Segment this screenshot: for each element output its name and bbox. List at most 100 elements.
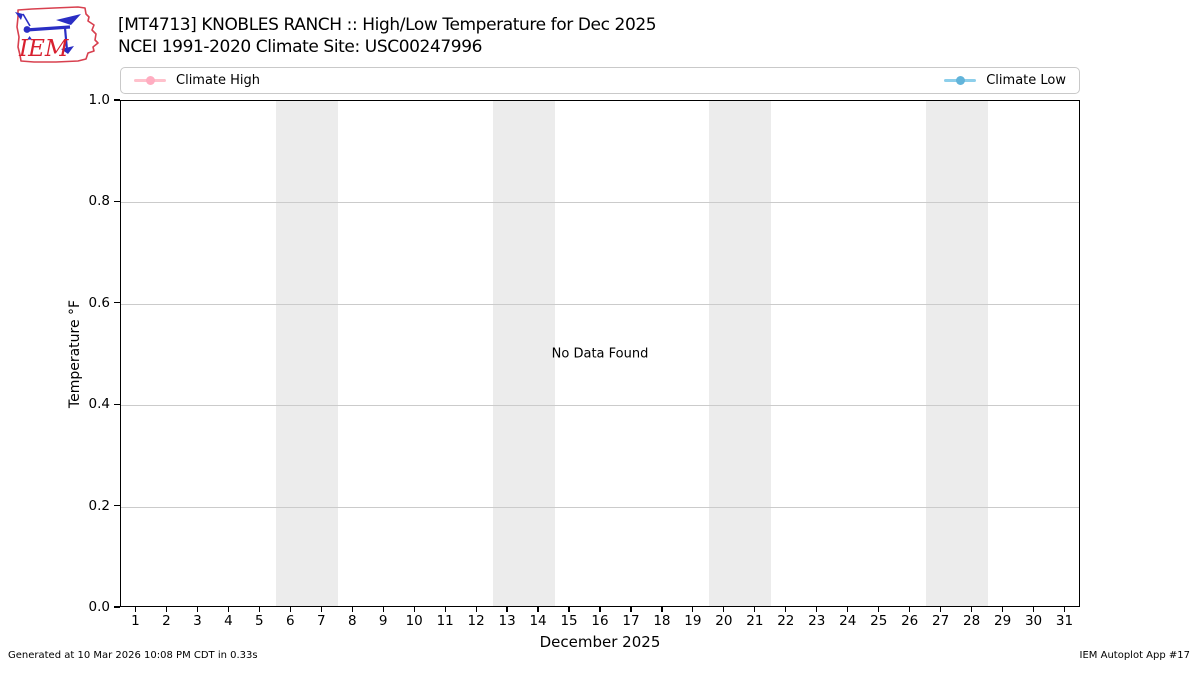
- x-tick-mark: [1032, 607, 1035, 612]
- x-tick-mark: [258, 607, 260, 612]
- x-tick-label: 8: [347, 613, 357, 629]
- y-axis-title: Temperature °F: [67, 299, 83, 409]
- x-tick-mark: [134, 607, 137, 612]
- x-tick-mark: [351, 607, 353, 612]
- chart-title: [MT4713] KNOBLES RANCH :: High/Low Tempe…: [118, 15, 657, 35]
- x-tick-mark: [568, 607, 570, 612]
- y-tick-label: 0.4: [88, 396, 110, 413]
- x-tick-label: 15: [560, 613, 578, 629]
- y-tick-label: 0.6: [88, 294, 110, 311]
- x-tick-mark: [444, 607, 446, 612]
- legend-label-climate-low: Climate Low: [986, 73, 1066, 88]
- y-tick-mark: [114, 200, 120, 202]
- x-tick-mark: [599, 607, 601, 612]
- x-tick-mark: [661, 607, 663, 612]
- x-tick-mark: [196, 607, 198, 612]
- climate-high-marker-icon: [134, 76, 166, 85]
- climate-low-dot-icon: [955, 76, 965, 85]
- iem-logo: IEM: [8, 3, 108, 69]
- x-tick-mark: [692, 607, 694, 612]
- x-tick-mark: [475, 607, 477, 612]
- x-tick-mark: [909, 607, 911, 612]
- x-tick-mark: [289, 607, 291, 612]
- x-tick-mark: [1001, 607, 1004, 612]
- x-tick-label: 26: [901, 613, 919, 629]
- x-tick-label: 1: [131, 613, 140, 629]
- x-tick-label: 16: [591, 613, 609, 629]
- x-tick-label: 2: [162, 613, 171, 629]
- x-tick-label: 5: [255, 613, 264, 629]
- y-tick-mark: [114, 505, 120, 507]
- gridline: [121, 202, 1079, 204]
- weekend-band: [275, 101, 338, 606]
- x-tick-label: 27: [932, 613, 950, 629]
- x-tick-label: 7: [316, 613, 326, 629]
- y-tick-mark: [114, 302, 120, 304]
- x-tick-label: 19: [684, 613, 702, 629]
- x-tick-mark: [165, 607, 168, 612]
- y-tick-mark: [114, 403, 120, 405]
- x-tick-mark: [723, 607, 725, 612]
- x-tick-label: 6: [286, 613, 295, 629]
- gridline: [121, 506, 1079, 508]
- gridline: [121, 303, 1079, 305]
- x-tick-label: 31: [1055, 613, 1074, 629]
- x-tick-label: 23: [808, 613, 826, 629]
- x-tick-label: 25: [870, 613, 888, 629]
- weekend-band: [709, 101, 772, 606]
- x-tick-label: 12: [467, 613, 485, 629]
- logo-text: IEM: [18, 36, 70, 62]
- x-tick-mark: [320, 607, 322, 612]
- x-tick-mark: [506, 607, 508, 612]
- x-tick-mark: [971, 607, 973, 612]
- weather-vane-icon: [15, 12, 81, 54]
- plot-area: No Data Found: [120, 100, 1080, 607]
- climate-low-marker-icon: [944, 76, 977, 85]
- y-tick-label: 0.0: [88, 599, 110, 615]
- iowa-outline-icon: IEM: [15, 6, 99, 63]
- x-tick-mark: [754, 607, 756, 612]
- x-tick-mark: [847, 607, 849, 612]
- y-tick-label: 0.2: [88, 497, 110, 514]
- x-tick-mark: [382, 607, 384, 612]
- y-tick-label: 0.8: [88, 193, 110, 210]
- x-tick-mark: [785, 607, 787, 612]
- x-tick-label: 21: [746, 613, 764, 629]
- x-tick-label: 14: [529, 613, 547, 629]
- x-tick-mark: [816, 607, 818, 612]
- x-tick-mark: [878, 607, 880, 612]
- x-tick-label: 4: [224, 613, 233, 629]
- y-tick-label: 1.0: [88, 92, 110, 108]
- legend-label-climate-high: Climate High: [176, 73, 261, 88]
- app-id-text: IEM Autoplot App #17: [1079, 650, 1190, 661]
- chart-legend: Climate High Climate Low: [120, 67, 1080, 94]
- x-tick-label: 18: [653, 613, 671, 629]
- x-tick-label: 30: [1024, 613, 1043, 629]
- chart-header: [MT4713] KNOBLES RANCH :: High/Low Tempe…: [118, 14, 657, 58]
- weekend-band: [926, 101, 989, 606]
- x-tick-label: 17: [622, 613, 640, 629]
- chart-subtitle: NCEI 1991-2020 Climate Site: USC00247996: [118, 37, 483, 57]
- x-tick-label: 3: [193, 613, 202, 629]
- x-tick-mark: [537, 607, 539, 612]
- climate-high-dot-icon: [145, 76, 155, 85]
- x-tick-label: 10: [405, 613, 423, 629]
- x-tick-label: 28: [963, 613, 981, 629]
- x-tick-mark: [227, 607, 229, 612]
- x-tick-label: 9: [378, 613, 388, 629]
- x-tick-label: 29: [993, 613, 1012, 629]
- generated-at-text: Generated at 10 Mar 2026 10:08 PM CDT in…: [8, 650, 258, 661]
- x-tick-label: 22: [777, 613, 795, 629]
- no-data-message: No Data Found: [551, 346, 649, 361]
- x-tick-label: 13: [498, 613, 516, 629]
- y-tick-mark: [114, 99, 120, 101]
- x-tick-mark: [1063, 607, 1066, 612]
- legend-entry-climate-low: Climate Low: [944, 74, 1066, 87]
- x-tick-mark: [940, 607, 942, 612]
- y-tick-mark: [114, 606, 120, 608]
- legend-entry-climate-high: Climate High: [134, 74, 260, 87]
- weekend-band: [492, 101, 555, 606]
- x-tick-label: 24: [839, 613, 857, 629]
- x-tick-mark: [630, 607, 632, 612]
